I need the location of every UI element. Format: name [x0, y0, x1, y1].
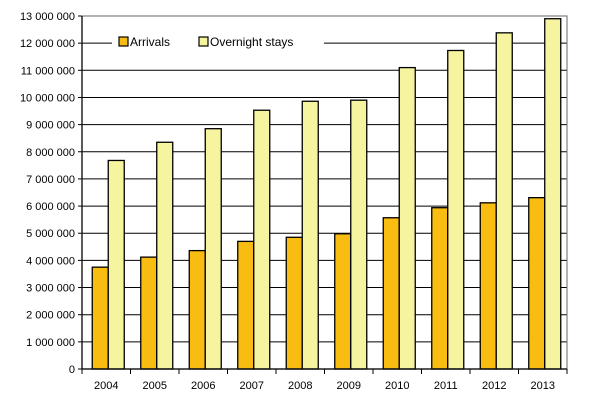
bar-arrivals	[479, 202, 497, 370]
legend-background	[112, 34, 324, 50]
x-tick-label: 2007	[240, 380, 264, 392]
bar-overnight-stays	[544, 18, 562, 370]
bar-overnight-stays	[350, 99, 368, 370]
x-tick-label: 2006	[191, 380, 215, 392]
y-tick-label: 4 000 000	[26, 255, 75, 267]
x-tick-label: 2010	[385, 380, 409, 392]
bar-overnight-stays	[301, 100, 319, 370]
bar-arrivals	[91, 266, 109, 370]
bar-overnight-stays	[398, 66, 416, 370]
bar-overnight-stays	[495, 32, 513, 370]
bar-overnight-stays	[204, 128, 222, 370]
bar-arrivals	[382, 217, 400, 370]
x-tick-label: 2004	[94, 380, 118, 392]
legend-label: Arrivals	[130, 35, 170, 49]
legend: Arrivals Overnight stays	[112, 34, 324, 50]
bar-arrivals	[188, 249, 206, 370]
x-tick-label: 2005	[143, 380, 167, 392]
bar-overnight-stays	[156, 141, 174, 370]
y-tick-label: 11 000 000	[21, 65, 75, 77]
bar-overnight-stays	[447, 49, 465, 370]
y-tick-label: 13 000 000	[20, 11, 75, 23]
legend-swatch	[198, 36, 209, 47]
bar-overnight-stays	[253, 109, 271, 370]
y-tick-label: 5 000 000	[26, 228, 75, 240]
x-tick-label: 2012	[482, 380, 506, 392]
y-tick-label: 3 000 000	[26, 283, 75, 295]
bar-arrivals	[285, 236, 303, 370]
x-tick-label: 2009	[337, 380, 361, 392]
y-tick-label: 0	[69, 364, 75, 376]
y-tick-label: 2 000 000	[26, 310, 75, 322]
y-tick-label: 1 000 000	[26, 337, 75, 349]
y-axis-tick-labels: 0 1 000 000 2 000 000 3 000 000 4 000 000 5 0…	[20, 11, 75, 376]
y-tick-label: 8 000 000	[26, 147, 75, 159]
x-tick-label: 2011	[434, 380, 458, 392]
x-tick-label: 2008	[288, 380, 312, 392]
y-tick-label: 7 000 000	[26, 174, 75, 186]
y-tick-label: 6 000 000	[26, 201, 75, 213]
bar-arrivals	[140, 256, 158, 370]
y-tick-label: 9 000 000	[26, 120, 75, 132]
legend-label: Overnight stays	[210, 35, 293, 49]
y-tick-label: 12 000 000	[20, 38, 75, 50]
bar-series	[91, 18, 562, 370]
x-tick-label: 2013	[531, 380, 555, 392]
legend-swatch	[118, 36, 129, 47]
bar-overnight-stays	[107, 159, 125, 370]
bar-arrivals	[237, 240, 255, 370]
bar-arrivals	[334, 233, 352, 370]
bar-arrivals	[528, 197, 546, 370]
bar-arrivals	[431, 207, 449, 370]
y-tick-label: 10 000 000	[20, 92, 75, 104]
x-axis-tick-labels: 2004 2005 2006 2007 2008 2009 2010 2011 2012 2013	[81, 369, 568, 392]
